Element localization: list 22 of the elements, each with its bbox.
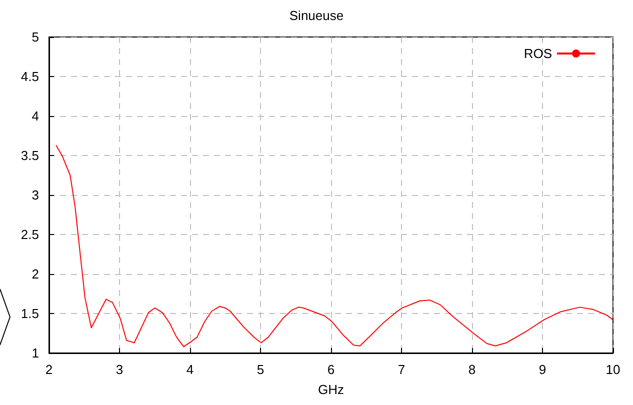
y-tick-label: 1 (32, 346, 39, 360)
y-tick-label: 3 (32, 188, 39, 202)
x-tick-label: 9 (538, 362, 546, 377)
y-tick-label: 2 (32, 266, 39, 282)
x-tick-label: 3 (116, 362, 124, 377)
y-tick-label: 2.5 (20, 227, 39, 242)
y-tick-label: 4 (32, 108, 39, 124)
x-tick-label: 2 (45, 362, 53, 377)
x-tick-label: 8 (468, 362, 476, 377)
x-tick-label: 10 (606, 362, 620, 377)
y-tick-label: 5 (32, 30, 39, 44)
y-tick-label: 4.5 (20, 69, 39, 84)
x-tick-label: 4 (186, 362, 194, 377)
line-series (56, 144, 614, 348)
x-tick-label: 6 (327, 362, 335, 377)
x-axis-title: GHz (318, 382, 344, 397)
y-tick-label: 1.5 (20, 306, 39, 321)
legend-label: ROS (524, 46, 552, 61)
x-tick-label: 5 (256, 362, 264, 377)
chart-title: Sinueuse (289, 8, 344, 23)
x-tick-label: 7 (398, 362, 406, 377)
y-tick-label: 3.5 (20, 148, 39, 163)
